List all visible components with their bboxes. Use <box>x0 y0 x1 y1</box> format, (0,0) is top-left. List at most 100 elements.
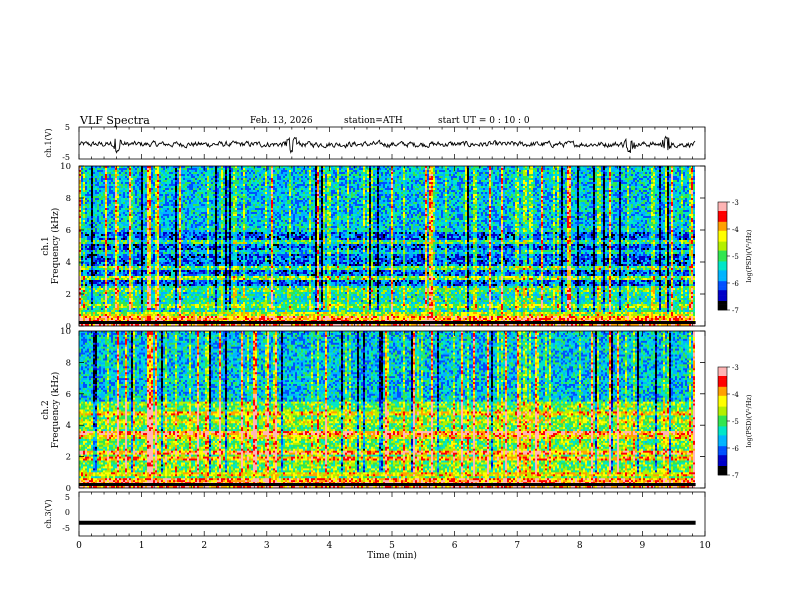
spectrogram-cell <box>573 188 577 191</box>
spectrogram-cell <box>127 190 129 193</box>
spectrogram-cell <box>225 180 227 183</box>
spectrogram-cell <box>337 204 339 207</box>
spectrogram-cell <box>671 194 673 197</box>
spectrogram-cell <box>371 194 373 197</box>
spectrogram-cell <box>285 190 287 193</box>
spectrogram-cell <box>491 188 495 191</box>
spectrogram-cell <box>625 186 627 189</box>
spectrogram-cell <box>159 178 161 181</box>
spectrogram-cell <box>191 192 193 195</box>
spectrogram-cell <box>405 198 407 201</box>
spectrogram-cell <box>561 200 563 203</box>
spectrogram-cell <box>279 194 281 197</box>
spectrogram-cell <box>637 196 639 199</box>
spectrogram-cell <box>207 186 209 189</box>
spectrogram-cell <box>537 178 541 181</box>
spectrogram-cell <box>599 166 601 169</box>
spectrogram-cell <box>449 190 451 193</box>
spectrogram-cell <box>333 176 335 179</box>
spectrogram-cell <box>461 174 463 177</box>
spectrogram-cell <box>141 174 143 177</box>
spectrogram-cell <box>445 192 447 195</box>
spectrogram-cell <box>143 174 145 177</box>
spectrogram-cell <box>137 202 139 205</box>
spectrogram-cell <box>209 176 213 179</box>
spectrogram-cell <box>151 182 155 185</box>
spectrogram-cell <box>253 190 255 193</box>
spectrogram-cell <box>473 194 477 197</box>
spectrogram-cell <box>589 196 591 199</box>
spectrogram-cell <box>133 166 135 169</box>
spectrogram-cell <box>293 202 295 205</box>
spectrogram-cell <box>693 202 695 205</box>
spectrogram-cell <box>235 184 243 187</box>
spectrogram-cell <box>241 168 243 171</box>
spectrogram-cell <box>507 184 511 187</box>
spectrogram-cell <box>653 176 655 179</box>
spectrogram-cell <box>665 176 667 179</box>
spectrogram-cell <box>351 184 355 187</box>
spectrogram-cell <box>371 184 373 187</box>
spectrogram-cell <box>345 182 347 185</box>
spectrogram-cell <box>475 178 477 181</box>
spectrogram-cell <box>655 196 657 199</box>
spectrogram-cell <box>129 192 131 195</box>
spectrogram-cell <box>665 182 667 185</box>
spectrogram-cell <box>107 196 109 199</box>
spectrogram-cell <box>243 174 245 177</box>
spectrogram-cell <box>353 178 359 181</box>
spectrogram-cell <box>553 194 555 197</box>
spectrogram-cell <box>611 182 613 185</box>
spectrogram-cell <box>173 200 175 203</box>
spectrogram-cell <box>341 170 343 173</box>
spectrogram-cell <box>447 178 451 181</box>
spectrogram-cell <box>537 192 539 195</box>
spectrogram-cell <box>293 168 295 171</box>
spectrogram-cell <box>205 174 213 177</box>
spectrogram-cell <box>203 184 205 187</box>
spectrogram-cell <box>651 188 653 191</box>
spectrogram-cell <box>467 166 469 169</box>
spectrogram-cell <box>261 184 265 187</box>
spectrogram-cell <box>353 188 355 191</box>
spectrogram-cell <box>271 166 273 169</box>
spectrogram-cell <box>325 200 327 203</box>
spectrogram-cell <box>333 178 335 181</box>
spectrogram-cell <box>223 204 225 207</box>
spectrogram-cell <box>575 170 577 173</box>
spectrogram-cell <box>235 188 237 191</box>
spectrogram-cell <box>99 194 101 197</box>
spectrogram-cell <box>151 174 153 177</box>
spectrogram-cell <box>689 166 691 169</box>
spectrogram-cell <box>555 172 557 175</box>
spectrogram-cell <box>533 196 537 199</box>
spectrogram-cell <box>473 196 475 199</box>
spectrogram-cell <box>249 196 251 199</box>
spectrogram-cell <box>281 178 283 181</box>
spectrogram-cell <box>605 200 607 203</box>
spectrogram-cell <box>635 168 637 171</box>
spectrogram-cell <box>285 188 287 191</box>
spectrogram-cell <box>613 190 615 193</box>
spectrogram-cell <box>147 176 149 179</box>
spectrogram-cell <box>573 196 575 199</box>
spectrogram-cell <box>549 184 553 187</box>
spectrogram-cell <box>555 184 557 187</box>
spectrogram-cell <box>239 178 241 181</box>
spectrogram-cell <box>123 202 125 205</box>
spectrogram-cell <box>393 176 397 179</box>
spectrogram-cell <box>537 188 541 191</box>
spectrogram-cell <box>147 178 149 181</box>
spectrogram-cell <box>391 200 393 203</box>
spectrogram-cell <box>687 176 689 179</box>
spectrogram-cell <box>345 190 347 193</box>
spectrogram-cell <box>83 190 85 193</box>
spectrogram-cell <box>347 190 349 193</box>
spectrogram-cell <box>363 194 365 197</box>
spectrogram-cell <box>293 186 295 189</box>
spectrogram-cell <box>109 182 111 185</box>
spectrogram-cell <box>149 178 151 181</box>
spectrogram-cell <box>271 190 273 193</box>
spectrogram-cell <box>117 188 119 191</box>
spectrogram-cell <box>393 190 395 193</box>
